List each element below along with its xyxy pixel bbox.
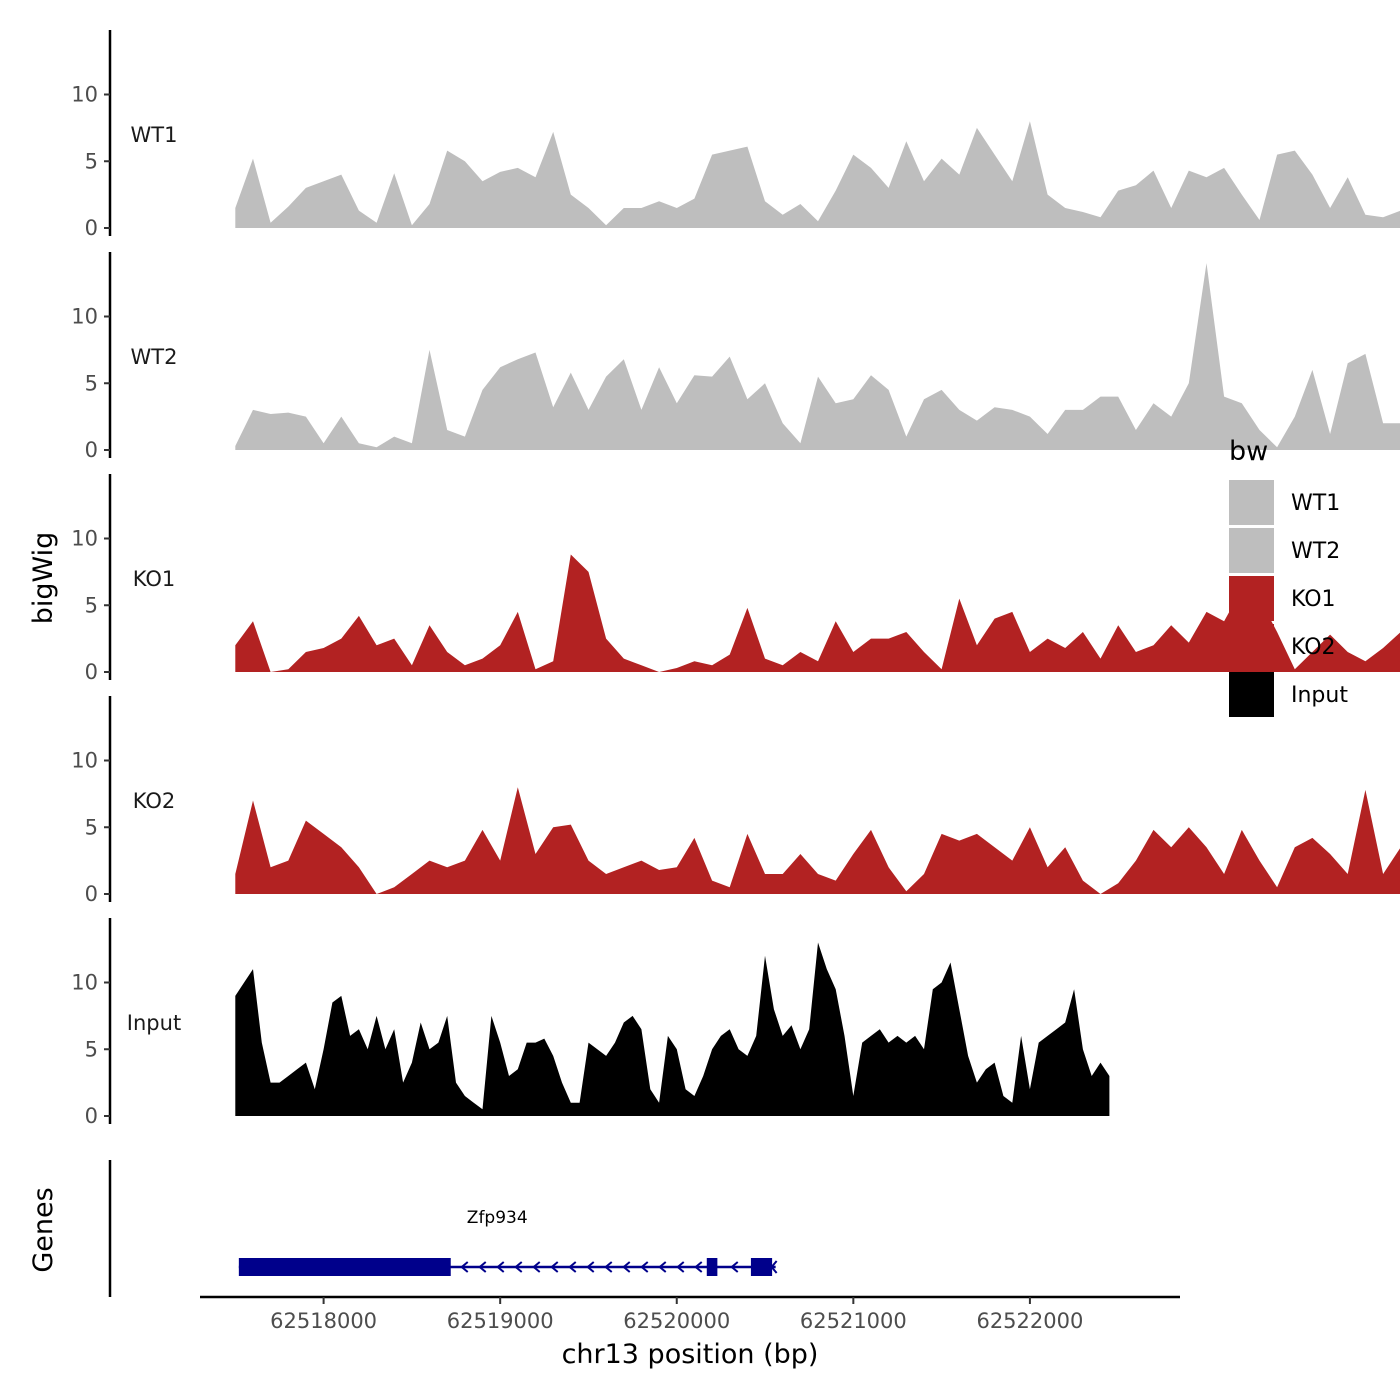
strand-chevron [640,1261,649,1273]
y-tick-label-wt2-5: 5 [85,371,98,395]
strand-chevron [730,1261,739,1273]
y-tick-label-ko2-5: 5 [85,815,98,839]
y-tick-label-wt2-10: 10 [71,305,98,329]
strand-chevron [604,1261,613,1273]
legend: bw WT1 WT2 KO1 KO2 Input [1229,436,1348,717]
strand-chevron [622,1261,631,1273]
legend-title: bw [1229,436,1268,467]
y-tick-label-ko2-10: 10 [71,749,98,773]
y-tick-label-input-10: 10 [71,971,98,995]
strand-chevron [532,1261,541,1273]
tracks-layer: 0 5 10 WT1 0 5 10 WT2 0 5 10 KO1 0 5 10 KO2 0 5 10 Input [71,30,1400,1128]
strand-chevron [550,1261,559,1273]
y-tick-label-wt2-0: 0 [85,438,98,462]
exon-1 [238,1258,451,1276]
x-tick-label-62518000: 62518000 [270,1309,377,1333]
y-tick-label-input-0: 0 [85,1104,98,1128]
y-tick-label-wt1-5: 5 [85,149,98,173]
area-wt2 [235,263,1400,450]
track-wt1: 0 5 10 WT1 [71,30,1400,240]
x-tick-label-62521000: 62521000 [800,1309,907,1333]
x-axis-title: chr13 position (bp) [562,1339,819,1370]
legend-label-ko2: KO2 [1291,635,1336,660]
genes-axis-title: Genes [28,1187,59,1272]
legend-label-wt1: WT1 [1291,491,1340,516]
exon-3 [750,1258,773,1276]
legend-key-wt2 [1229,528,1274,573]
track-input: 0 5 10 Input [71,918,1110,1128]
track-ko2: 0 5 10 KO2 [71,696,1400,906]
y-axis-title: bigWig [28,532,59,625]
gene-zfp934: Zfp934 [238,1208,778,1276]
strand-chevron [658,1261,667,1273]
area-ko2 [235,787,1400,894]
legend-label-wt2: WT2 [1291,539,1340,564]
legend-label-input: Input [1291,683,1348,708]
area-wt1 [235,121,1400,228]
y-tick-label-wt1-0: 0 [85,216,98,240]
track-label-wt2: WT2 [131,345,178,369]
strand-chevron [568,1261,577,1273]
strand-chevron [496,1261,505,1273]
legend-key-ko1 [1229,576,1274,621]
y-tick-label-ko1-0: 0 [85,660,98,684]
y-tick-label-input-5: 5 [85,1037,98,1061]
legend-key-input [1229,672,1274,717]
strand-chevron [460,1261,469,1273]
strand-chevron [586,1261,595,1273]
y-tick-label-ko1-10: 10 [71,527,98,551]
y-tick-label-ko1-5: 5 [85,593,98,617]
track-label-input: Input [127,1011,181,1035]
track-label-wt1: WT1 [131,123,178,147]
track-label-ko1: KO1 [133,567,176,591]
track-label-ko2: KO2 [133,789,176,813]
x-tick-label-62522000: 62522000 [976,1309,1083,1333]
strand-chevron [676,1261,685,1273]
exon-2 [706,1258,718,1276]
legend-label-ko1: KO1 [1291,587,1336,612]
strand-chevron [478,1261,487,1273]
gene-label: Zfp934 [467,1208,528,1228]
area-input [235,942,1110,1116]
y-tick-label-ko2-0: 0 [85,882,98,906]
y-tick-label-wt1-10: 10 [71,83,98,107]
x-axis: 62518000 62519000 62520000 62521000 62522000 [200,1295,1180,1333]
track-wt2: 0 5 10 WT2 [71,252,1400,462]
strand-chevron [694,1261,703,1273]
x-tick-label-62520000: 62520000 [623,1309,730,1333]
strand-chevron [514,1261,523,1273]
x-tick-label-62519000: 62519000 [447,1309,554,1333]
legend-key-ko2 [1229,624,1274,669]
legend-keys [1229,480,1274,717]
track-ko1: 0 5 10 KO1 [71,474,1400,684]
area-ko1 [235,554,1400,672]
legend-key-wt1 [1229,480,1274,525]
genes-track: Zfp934 [108,1160,778,1297]
